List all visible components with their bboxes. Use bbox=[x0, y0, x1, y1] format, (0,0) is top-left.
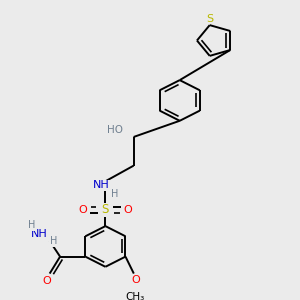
Text: O: O bbox=[42, 276, 51, 286]
Text: H: H bbox=[28, 220, 35, 230]
Text: NH: NH bbox=[93, 180, 109, 190]
Text: O: O bbox=[79, 205, 88, 215]
Text: O: O bbox=[123, 205, 132, 215]
Text: HO: HO bbox=[107, 125, 123, 135]
Text: NH: NH bbox=[31, 229, 48, 239]
Text: H: H bbox=[111, 189, 118, 199]
Text: O: O bbox=[131, 275, 140, 285]
Text: H: H bbox=[50, 236, 57, 247]
Text: S: S bbox=[102, 203, 109, 217]
Text: CH₃: CH₃ bbox=[126, 292, 145, 300]
Text: S: S bbox=[206, 14, 213, 24]
